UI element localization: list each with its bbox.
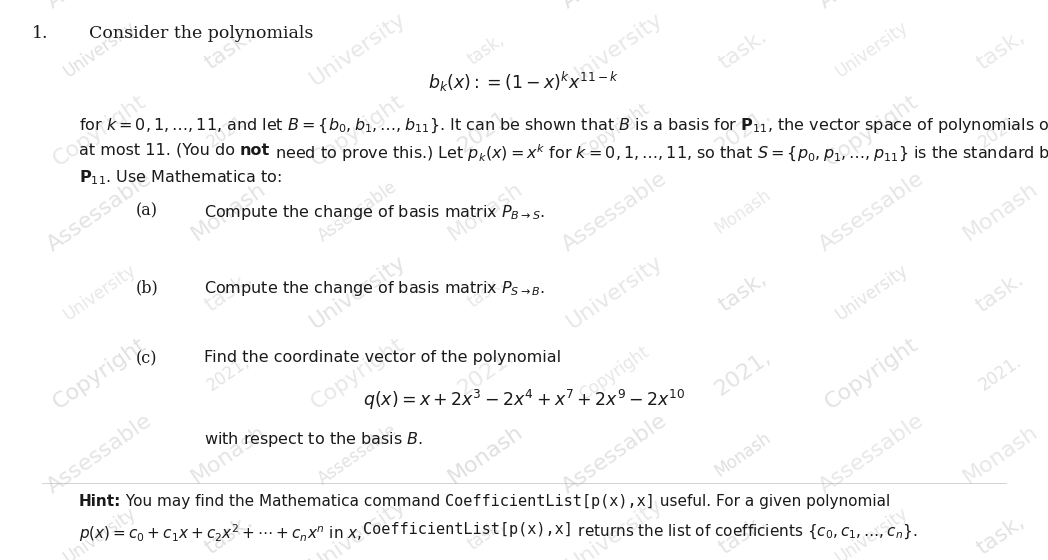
Text: Assessable: Assessable xyxy=(44,410,156,498)
Text: Copyright: Copyright xyxy=(49,91,150,170)
Text: Assessable: Assessable xyxy=(815,168,927,255)
Text: Monash: Monash xyxy=(188,421,269,487)
Text: (c): (c) xyxy=(136,350,158,367)
Text: Assessable: Assessable xyxy=(559,168,671,255)
Text: (a): (a) xyxy=(136,203,158,220)
Text: Assessable: Assessable xyxy=(44,168,156,255)
Text: 2021.: 2021. xyxy=(712,104,774,157)
Text: Assessable: Assessable xyxy=(815,410,927,498)
Text: You may find the Mathematica command: You may find the Mathematica command xyxy=(121,494,445,509)
Text: CoefficientList[p(x),x]: CoefficientList[p(x),x] xyxy=(363,522,573,538)
Text: University: University xyxy=(832,261,912,324)
Text: Monash: Monash xyxy=(444,179,527,245)
Text: Copyright: Copyright xyxy=(307,334,408,413)
Text: Hint:: Hint: xyxy=(79,494,121,509)
Text: University: University xyxy=(61,261,139,324)
Text: task.: task. xyxy=(201,511,257,559)
Text: University: University xyxy=(832,503,912,560)
Text: Monash: Monash xyxy=(959,179,1042,245)
Text: Assessable: Assessable xyxy=(314,421,400,488)
Text: at most 11. (You do: at most 11. (You do xyxy=(79,143,240,158)
Text: Find the coordinate vector of the polynomial: Find the coordinate vector of the polyno… xyxy=(204,350,562,365)
Text: Copyright: Copyright xyxy=(576,100,653,161)
Text: Monash: Monash xyxy=(444,0,527,2)
Text: Assessable: Assessable xyxy=(559,410,671,498)
Text: Copyright: Copyright xyxy=(576,343,653,404)
Text: University: University xyxy=(306,494,409,560)
Text: task.: task. xyxy=(464,273,507,311)
Text: Monash: Monash xyxy=(712,428,774,480)
Text: 2021.: 2021. xyxy=(454,347,518,400)
Text: $q(x) = x + 2x^3 - 2x^4 + x^7 + 2x^9 - 2x^{10}$: $q(x) = x + 2x^3 - 2x^4 + x^7 + 2x^9 - 2… xyxy=(363,388,685,412)
Text: Assessable: Assessable xyxy=(559,0,671,12)
Text: Assessable: Assessable xyxy=(815,0,927,12)
Text: University: University xyxy=(61,503,139,560)
Text: Monash: Monash xyxy=(959,0,1042,2)
Text: Monash: Monash xyxy=(188,0,269,2)
Text: University: University xyxy=(61,18,139,81)
Text: task,: task, xyxy=(973,26,1028,73)
Text: for $k = 0, 1, \ldots, 11$, and let $B = \{b_0, b_1, \ldots, b_{11}\}$. It can b: for $k = 0, 1, \ldots, 11$, and let $B =… xyxy=(79,116,1048,135)
Text: task.: task. xyxy=(716,26,771,73)
Text: 2021,: 2021, xyxy=(0,104,3,157)
Text: need to prove this.) Let $p_k(x) = x^k$ for $k = 0, 1, \ldots, 11$, so that $S =: need to prove this.) Let $p_k(x) = x^k$ … xyxy=(270,143,1048,164)
Text: Compute the change of basis matrix $P_{B \to S}$.: Compute the change of basis matrix $P_{B… xyxy=(204,203,546,222)
Text: returns the list of coefficients $\{c_0, c_1, \ldots, c_n\}$.: returns the list of coefficients $\{c_0,… xyxy=(573,522,917,541)
Text: Consider the polynomials: Consider the polynomials xyxy=(89,25,313,42)
Text: University: University xyxy=(563,10,667,90)
Text: 2021,: 2021, xyxy=(976,110,1025,152)
Text: CoefficientList[p(x),x]: CoefficientList[p(x),x] xyxy=(445,494,655,509)
Text: Monash: Monash xyxy=(0,186,3,237)
Text: not: not xyxy=(240,143,270,158)
Text: (b): (b) xyxy=(136,279,159,296)
Text: $\mathbf{P}_{11}$. Use Mathematica to:: $\mathbf{P}_{11}$. Use Mathematica to: xyxy=(79,168,282,186)
Text: Assessable: Assessable xyxy=(314,178,400,245)
Text: with respect to the basis $B$.: with respect to the basis $B$. xyxy=(204,430,423,449)
Text: 2021,: 2021, xyxy=(712,347,774,400)
Text: Monash: Monash xyxy=(712,186,774,237)
Text: $b_k(x) := (1 - x)^k x^{11-k}$: $b_k(x) := (1 - x)^k x^{11-k}$ xyxy=(429,70,619,94)
Text: Assessable: Assessable xyxy=(314,0,400,3)
Text: task,: task, xyxy=(973,511,1028,559)
Text: 2021,: 2021, xyxy=(454,104,518,157)
Text: University: University xyxy=(563,494,667,560)
Text: 1.: 1. xyxy=(31,25,48,42)
Text: Monash: Monash xyxy=(959,421,1042,487)
Text: Copyright: Copyright xyxy=(307,91,408,170)
Text: University: University xyxy=(306,10,409,90)
Text: 2021.: 2021. xyxy=(976,352,1025,394)
Text: Monash: Monash xyxy=(444,421,527,487)
Text: Assessable: Assessable xyxy=(44,0,156,12)
Text: 2021.: 2021. xyxy=(0,347,3,400)
Text: University: University xyxy=(306,252,409,333)
Text: task.: task. xyxy=(201,26,257,73)
Text: Monash: Monash xyxy=(188,179,269,245)
Text: task,: task, xyxy=(201,269,257,316)
Text: Copyright: Copyright xyxy=(822,334,922,413)
Text: $p(x) = c_0 + c_1 x + c_2 x^2 + \cdots + c_n x^n$ in $x$,: $p(x) = c_0 + c_1 x + c_2 x^2 + \cdots +… xyxy=(79,522,363,544)
Text: task.: task. xyxy=(973,269,1028,316)
Text: task,: task, xyxy=(464,31,507,69)
Text: University: University xyxy=(563,252,667,333)
Text: task,: task, xyxy=(464,516,507,554)
Text: task,: task, xyxy=(716,269,771,316)
Text: Monash: Monash xyxy=(0,428,3,480)
Text: Copyright: Copyright xyxy=(822,91,922,170)
Text: Copyright: Copyright xyxy=(49,334,150,413)
Text: 2021,: 2021, xyxy=(204,352,254,394)
Text: University: University xyxy=(832,18,912,81)
Text: Compute the change of basis matrix $P_{S \to B}$.: Compute the change of basis matrix $P_{S… xyxy=(204,279,546,298)
Text: useful. For a given polynomial: useful. For a given polynomial xyxy=(655,494,890,509)
Text: task.: task. xyxy=(716,511,771,559)
Text: 2021.: 2021. xyxy=(204,110,254,152)
